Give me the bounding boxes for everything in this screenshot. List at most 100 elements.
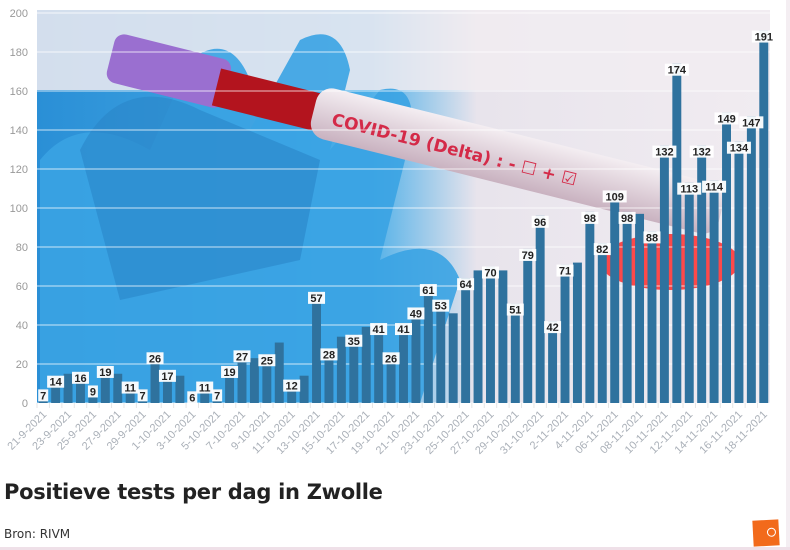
data-label: 11 [199,383,211,395]
data-label: 41 [373,324,385,336]
bar-chart: COVID-19 (Delta) : - ☐ + ☑ 0 20 40 60 80 100 1… [5,8,776,457]
data-label: 64 [459,279,472,291]
data-label: 57 [310,293,322,305]
bar [150,352,160,403]
data-label-bg [457,278,475,291]
y-tick-label: 80 [16,242,28,254]
data-label: 132 [692,147,710,159]
data-label-bg [643,231,661,244]
bar [349,334,359,403]
data-label-bg [664,63,689,76]
y-axis: 0 20 40 60 80 100 120 140 160 180 200 [10,8,28,410]
data-label: 149 [717,113,735,125]
data-label: 96 [534,217,546,229]
data-label: 79 [522,250,534,262]
data-label-bg [96,365,114,378]
bar [485,266,495,403]
bar [622,211,632,403]
data-label: 19 [223,367,235,379]
data-label: 132 [655,147,673,159]
bar [312,291,322,403]
logo-icon [752,519,780,547]
data-label: 61 [422,285,434,297]
y-tick-label: 200 [10,8,28,20]
bar [274,342,284,403]
data-label-bg [87,385,98,398]
data-label-bg [121,381,139,394]
bar [510,303,520,403]
bar [324,348,334,403]
data-label: 6 [189,392,195,404]
data-label: 70 [484,268,496,280]
data-label: 134 [730,143,749,155]
bar [374,323,384,403]
bar [399,323,408,403]
bar [162,369,172,403]
data-label: 174 [668,65,687,77]
bar [647,231,657,403]
bar [51,375,61,403]
y-tick-label: 100 [10,203,28,215]
data-label-bg [137,389,148,402]
source-text: Bron: RIVM [4,527,71,541]
data-label: 9 [90,386,96,398]
data-label: 35 [348,336,360,348]
data-label: 26 [385,353,397,365]
bar [237,350,247,403]
data-label-bg [677,182,702,195]
data-label-bg [158,369,176,382]
y-tick-label: 0 [22,398,28,410]
bar [697,145,707,403]
data-label-bg [581,211,599,224]
data-label-bg [320,348,338,361]
y-tick-label: 60 [16,281,28,293]
data-label-bg [196,381,214,394]
bar [262,354,272,403]
data-label-bg [187,391,198,404]
data-label-bg [506,303,524,316]
data-label-bg [345,334,363,347]
bar [100,365,110,403]
bar [411,307,421,403]
data-label: 7 [140,390,146,402]
y-tick-label: 20 [16,359,28,371]
data-label-bg [258,354,276,367]
data-label: 98 [621,213,633,225]
background-photo: COVID-19 (Delta) : - ☐ + ☑ [37,10,770,404]
data-label: 71 [559,266,571,278]
data-label-bg [519,248,537,261]
data-label: 14 [50,377,63,389]
data-label: 49 [410,308,422,320]
bar [461,278,471,403]
bar [672,63,682,403]
bar [336,336,346,403]
data-label-bg [233,350,251,363]
bar [175,375,185,403]
data-label-bg [212,389,223,402]
x-axis: 21-9-202123-9-202125-9-202127-9-202129-9… [5,403,770,457]
bar [746,116,756,403]
data-label-bg [714,112,739,125]
bar [635,213,645,403]
data-label: 17 [161,371,173,383]
data-label: 109 [606,191,624,203]
data-label: 53 [435,301,447,313]
data-label-bg [556,264,574,277]
bar [659,145,669,403]
data-label: 98 [584,213,596,225]
y-tick-label: 140 [10,125,28,137]
bar [113,373,123,403]
data-label-bg [308,291,326,304]
data-label-bg [689,145,714,158]
data-label: 114 [705,182,724,194]
bar [423,284,433,403]
data-label-bg [382,352,400,365]
y-tick-label: 180 [10,47,28,59]
data-label: 11 [124,383,136,395]
data-label: 191 [755,32,773,44]
data-label: 27 [236,351,248,363]
bar [386,352,396,403]
data-label: 42 [546,322,558,334]
data-label-bg [38,389,49,402]
